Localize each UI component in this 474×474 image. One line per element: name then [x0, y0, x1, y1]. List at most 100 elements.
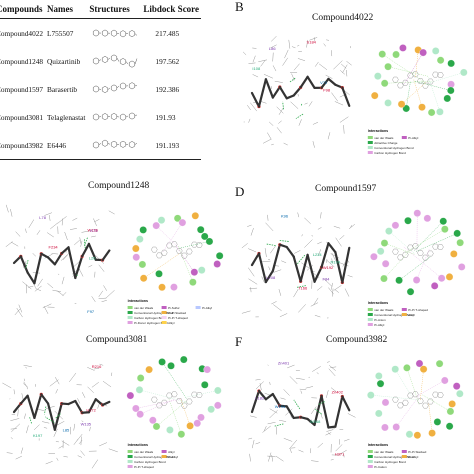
residue-disk [384, 62, 392, 71]
hbond-dash [295, 113, 304, 119]
residue-stick [331, 258, 333, 263]
interaction-line [186, 390, 218, 398]
interaction-line [403, 246, 442, 279]
residue-stick [297, 93, 299, 97]
residue-stick [326, 259, 335, 268]
residue-stick [283, 142, 288, 146]
residue-stick [325, 74, 333, 79]
legend-item: Carbon Hydrogen Bond [374, 460, 406, 464]
residue-stick [326, 361, 330, 363]
ligand-ring [412, 71, 419, 78]
residue-stick [270, 245, 276, 254]
residue-stick [72, 217, 78, 221]
residue-stick [251, 439, 255, 449]
cell-compound: Compound3982 [0, 131, 46, 160]
residue-stick [326, 429, 334, 432]
cell-structure [87, 131, 142, 160]
interaction-line [415, 233, 458, 252]
residue-stick [32, 253, 36, 257]
chemical-structure-icon [93, 82, 138, 93]
residue-disk [406, 287, 415, 296]
ligand-bond [67, 246, 77, 280]
residue-stick [333, 60, 343, 70]
residue-disk [435, 359, 444, 368]
residue-stick [61, 276, 65, 285]
interaction-line [384, 242, 415, 255]
interaction-line [139, 389, 188, 403]
residue-disk [380, 239, 389, 247]
ligand-bond [12, 402, 22, 414]
residue-disk [456, 238, 464, 247]
cell-name: Quizartinib [47, 56, 81, 66]
residue-disk [177, 430, 186, 438]
residue-stick [247, 104, 251, 111]
residue-stick [93, 218, 97, 227]
cell-compound: Compound3081 [0, 112, 44, 122]
ligand-bond [327, 425, 337, 429]
legend-item: Conventional Hydrogen Bond [134, 311, 174, 315]
interaction-line [422, 394, 451, 412]
ligand-bond [60, 246, 70, 255]
residue-stick [34, 285, 42, 292]
legend-item: Carbon Hydrogen Bond [134, 316, 166, 320]
ligand-ring [392, 396, 399, 403]
residue-stick [337, 449, 347, 456]
residue-disk [392, 423, 400, 431]
residue-stick [278, 120, 282, 124]
residue-stick [348, 223, 356, 230]
residue-disk [152, 422, 161, 431]
residue-disk [436, 108, 444, 116]
ligand-ring [166, 242, 173, 249]
residue-label: H172 [86, 407, 96, 412]
chemical-structure-icon [93, 29, 138, 38]
interaction-line [161, 361, 188, 400]
hbond-dash [83, 239, 86, 249]
residue-label: K73 [90, 228, 98, 233]
residue-stick [295, 377, 305, 380]
ligand-bond [257, 252, 267, 284]
residue-stick [331, 92, 338, 102]
residue-stick [297, 58, 306, 61]
residue-stick [45, 405, 55, 409]
residue-stick [347, 413, 356, 418]
residue-stick [320, 212, 322, 219]
legend-swatch [367, 455, 373, 458]
residue-stick [249, 287, 258, 289]
interaction-line [162, 222, 183, 253]
residue-label: L78 [39, 215, 46, 220]
residue-stick [6, 452, 13, 454]
residue-stick [272, 52, 274, 62]
residue-label: N199 [331, 259, 341, 264]
residue-stick [316, 372, 319, 375]
residue-stick [24, 413, 26, 419]
ligand-ring [432, 243, 439, 250]
residue-disk [399, 44, 407, 52]
ligand-ring [402, 399, 409, 406]
residue-disk [419, 48, 427, 57]
residue-stick [298, 449, 304, 453]
residue-stick [255, 442, 261, 445]
residue-stick [255, 378, 261, 381]
residue-stick [318, 63, 328, 70]
residue-label: L85 [63, 427, 70, 432]
residue-stick [28, 285, 34, 288]
residue-label: T166 [298, 285, 308, 290]
ligand-ring [412, 391, 419, 398]
residue-stick [35, 288, 42, 291]
ligand-ring [437, 392, 444, 398]
residue-stick [10, 208, 13, 217]
residue-stick [281, 260, 287, 264]
residue-disk [395, 276, 403, 285]
ligand-ring [422, 254, 429, 261]
ligand-ring [156, 402, 163, 409]
residue-stick [293, 63, 300, 71]
ligand-3d-view: R216 W135 K197 L85 H172 [2, 364, 118, 469]
residue-stick [288, 39, 291, 49]
residue-disk [215, 252, 224, 260]
legend-swatch [161, 450, 167, 453]
residue-stick [80, 240, 83, 247]
residue-stick [328, 432, 331, 435]
residue-stick [284, 49, 289, 59]
residue-stick [346, 69, 348, 77]
